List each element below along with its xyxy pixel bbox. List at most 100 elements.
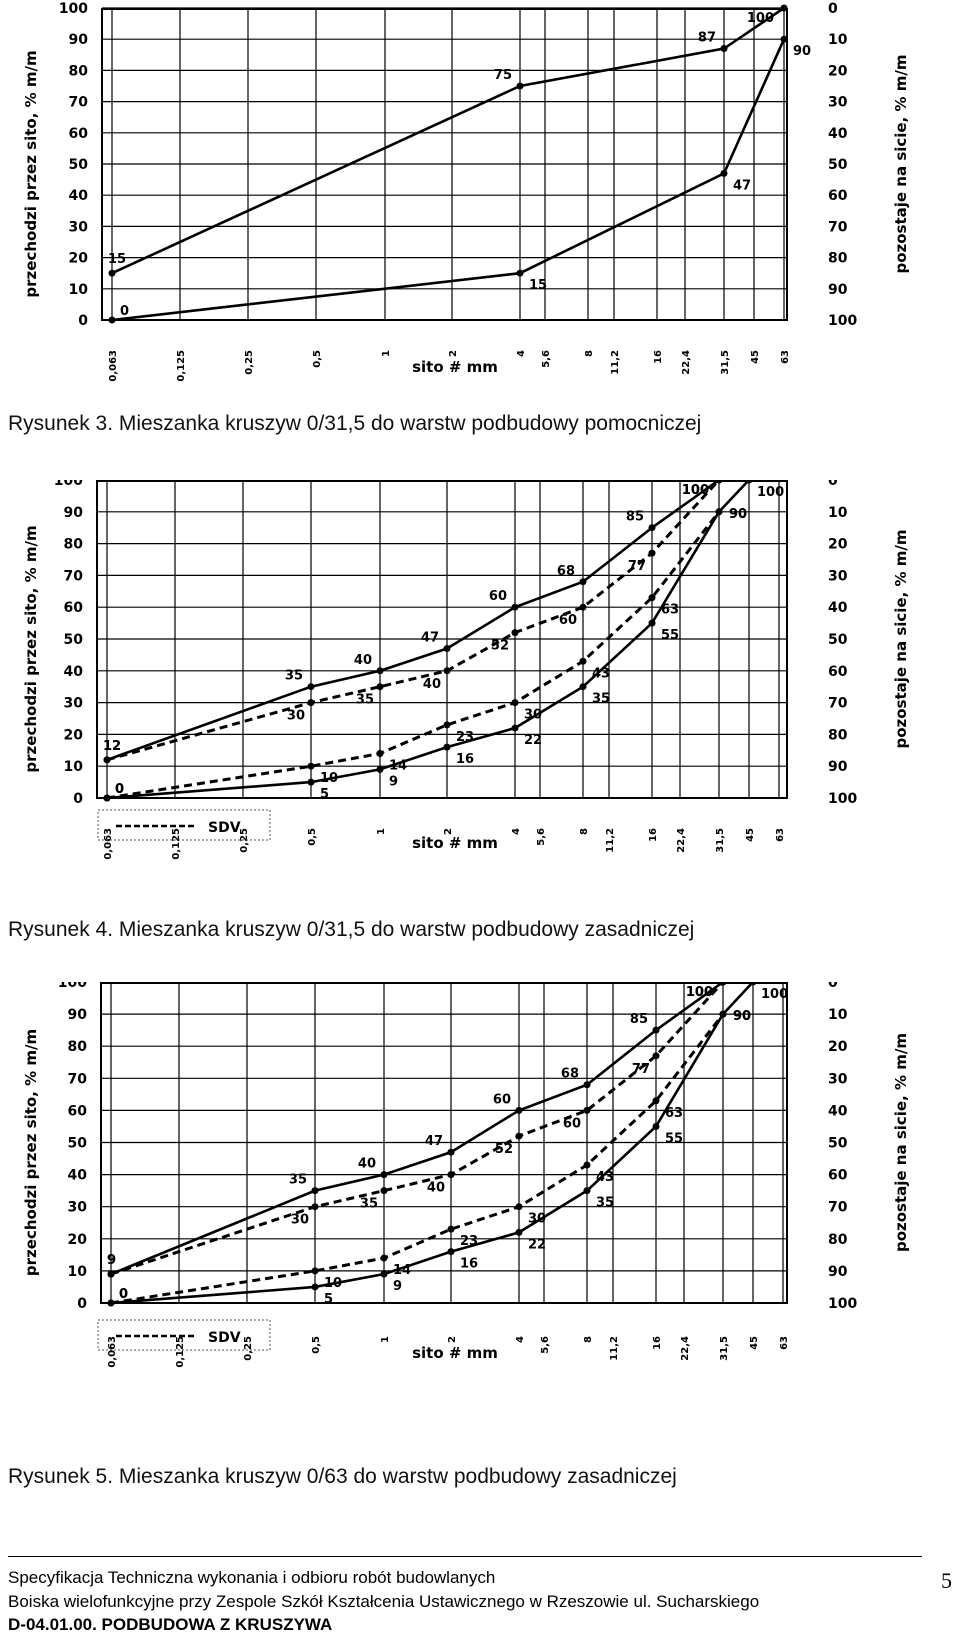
data-label: 43 <box>596 1170 614 1185</box>
data-point <box>719 1010 727 1018</box>
y-tick-label-right: 90 <box>828 759 848 775</box>
data-point <box>447 1248 455 1256</box>
y-tick-label: 60 <box>69 126 89 142</box>
data-point <box>307 778 315 786</box>
data-label: 35 <box>360 1197 378 1212</box>
data-point <box>648 524 656 532</box>
data-label: 35 <box>356 693 374 708</box>
x-tick-label: 45 <box>745 828 756 842</box>
data-label: 100 <box>761 987 788 1002</box>
data-label: 22 <box>528 1237 546 1252</box>
data-point <box>103 794 111 802</box>
data-point <box>376 683 384 691</box>
y-tick-label-right: 100 <box>828 791 857 807</box>
x-tick-label: 1 <box>381 350 392 357</box>
data-label: 9 <box>107 1253 116 1268</box>
series-line-dashed <box>110 982 725 1276</box>
data-label: 77 <box>632 1062 650 1077</box>
data-point <box>745 480 753 484</box>
y-tick-label: 100 <box>54 480 83 489</box>
page-footer: Specyfikacja Techniczna wykonania i odbi… <box>8 1556 952 1640</box>
series-line-dashed <box>106 480 721 762</box>
y-tick-label-right: 50 <box>828 157 848 173</box>
data-point <box>443 743 451 751</box>
data-label: 85 <box>626 510 644 525</box>
x-tick-label: 0,125 <box>171 828 182 860</box>
y-axis-label-right: pozostaje na sicie, % m/m <box>892 529 910 748</box>
data-label: 5 <box>320 787 329 802</box>
y-tick-label: 10 <box>64 759 84 775</box>
x-tick-label: 1 <box>376 828 387 835</box>
data-point <box>515 1106 523 1114</box>
x-tick-label: 16 <box>648 828 659 842</box>
data-point <box>311 1187 319 1195</box>
data-label: 55 <box>661 628 679 643</box>
grading-chart-3: 0102030405060708090100100908070605040302… <box>22 982 910 1368</box>
data-point <box>583 1106 591 1114</box>
data-label: 60 <box>559 613 577 628</box>
y-tick-label-right: 40 <box>828 600 848 616</box>
data-label: 9 <box>389 774 398 789</box>
data-label: 52 <box>495 1142 513 1157</box>
x-tick-label: 8 <box>579 828 590 835</box>
data-point <box>447 1148 455 1156</box>
x-tick-label: 63 <box>779 1336 790 1350</box>
data-point <box>380 1171 388 1179</box>
y-tick-label-right: 30 <box>828 568 848 584</box>
y-tick-label-right: 10 <box>828 1007 848 1023</box>
data-label: 16 <box>460 1257 478 1272</box>
data-point <box>648 594 656 602</box>
y-tick-label: 30 <box>69 219 89 235</box>
data-label: 0 <box>120 304 129 319</box>
data-point <box>511 699 519 707</box>
data-label: 0 <box>115 782 124 797</box>
x-tick-label: 1 <box>380 1336 391 1343</box>
data-label: 0 <box>119 1287 128 1302</box>
data-label: 9 <box>107 1253 116 1268</box>
data-point <box>307 699 315 707</box>
data-label: 9 <box>393 1279 402 1294</box>
y-tick-label-right: 40 <box>828 126 848 142</box>
data-label: 30 <box>524 708 542 723</box>
x-tick-label: 4 <box>511 828 522 835</box>
data-label: 14 <box>393 1263 411 1278</box>
y-tick-label-right: 90 <box>828 282 848 298</box>
page-number: 5 <box>941 1568 952 1593</box>
data-label: 40 <box>358 1157 376 1172</box>
data-label: 47 <box>421 631 439 646</box>
data-label: 55 <box>665 1131 683 1146</box>
data-point <box>107 1299 115 1307</box>
data-point <box>652 1026 660 1034</box>
data-label: 52 <box>491 639 509 654</box>
data-label: 35 <box>592 692 610 707</box>
data-point <box>749 982 757 986</box>
data-point <box>307 683 315 691</box>
data-label: 0 <box>115 782 124 797</box>
data-label: 90 <box>733 1009 751 1024</box>
y-axis-label: przechodzi przez sito, % m/m <box>22 525 40 772</box>
data-label: 60 <box>563 1116 581 1131</box>
x-tick-label: 5,6 <box>536 828 547 846</box>
data-label: 40 <box>423 677 441 692</box>
figure-caption-5: Rysunek 5. Mieszanka kruszyw 0/63 do war… <box>8 1465 677 1488</box>
y-tick-label-right: 100 <box>828 313 857 329</box>
data-label: 23 <box>460 1234 478 1249</box>
y-tick-label-right: 30 <box>828 95 848 111</box>
data-label: 40 <box>354 653 372 668</box>
y-tick-label: 0 <box>73 791 83 807</box>
data-point <box>579 657 587 665</box>
data-label: 12 <box>103 739 121 754</box>
x-tick-label: 11,2 <box>609 1336 620 1361</box>
y-tick-label: 90 <box>69 32 89 48</box>
footer-rule <box>8 1556 922 1557</box>
y-tick-label-right: 80 <box>828 1232 848 1248</box>
data-label: 10 <box>324 1276 342 1291</box>
data-point <box>443 667 451 675</box>
y-tick-label-right: 60 <box>828 664 848 680</box>
data-point <box>376 667 384 675</box>
data-point <box>380 1187 388 1195</box>
x-tick-label: 2 <box>443 828 454 835</box>
data-label: 35 <box>285 669 303 684</box>
x-tick-label: 0,125 <box>176 350 187 382</box>
series-line-dashed <box>106 510 721 800</box>
